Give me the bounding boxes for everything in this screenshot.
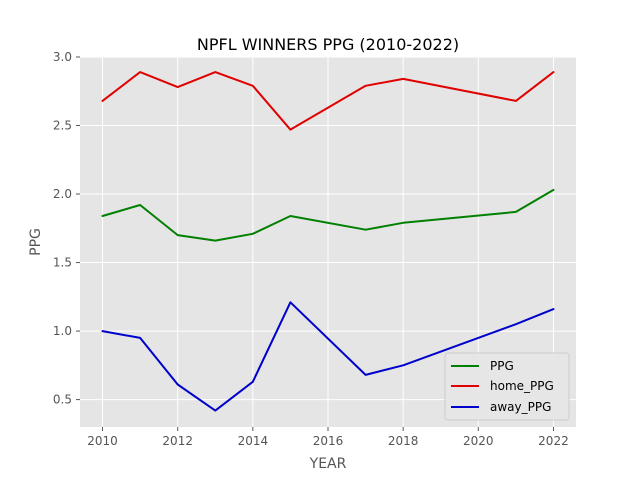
- series-line-away-ppg: [101, 301, 555, 412]
- y-tick-label: 2.0: [53, 187, 72, 201]
- legend: PPG home_PPG away_PPG: [444, 352, 570, 421]
- y-tick-label: 2.5: [53, 119, 72, 133]
- series-line-ppg: [101, 188, 555, 242]
- series-line-home-ppg: [101, 71, 555, 131]
- y-tick-label: 1.0: [53, 324, 72, 338]
- legend-label-home-ppg: home_PPG: [490, 379, 554, 393]
- legend-item-ppg: PPG: [451, 359, 514, 373]
- legend-item-home-ppg: home_PPG: [451, 379, 554, 393]
- x-axis-label: YEAR: [309, 456, 347, 472]
- y-tick-label: 3.0: [53, 50, 72, 64]
- x-tick-label: 2016: [313, 434, 344, 448]
- y-tick-label: 1.5: [53, 256, 72, 270]
- legend-box: [444, 352, 570, 421]
- x-tick-label: 2012: [162, 434, 193, 448]
- legend-label-ppg: PPG: [490, 359, 514, 373]
- legend-item-away-ppg: away_PPG: [451, 400, 551, 414]
- y-tick-label: 0.5: [53, 393, 72, 407]
- y-axis-label: PPG: [28, 228, 44, 256]
- x-tick-label: 2022: [538, 434, 569, 448]
- x-tick-label: 2010: [87, 434, 118, 448]
- x-tick-label: 2018: [388, 434, 419, 448]
- x-tick-label: 2020: [463, 434, 494, 448]
- chart-title: NPFL WINNERS PPG (2010-2022): [197, 35, 459, 54]
- legend-label-away-ppg: away_PPG: [490, 400, 551, 414]
- x-tick-label: 2014: [238, 434, 269, 448]
